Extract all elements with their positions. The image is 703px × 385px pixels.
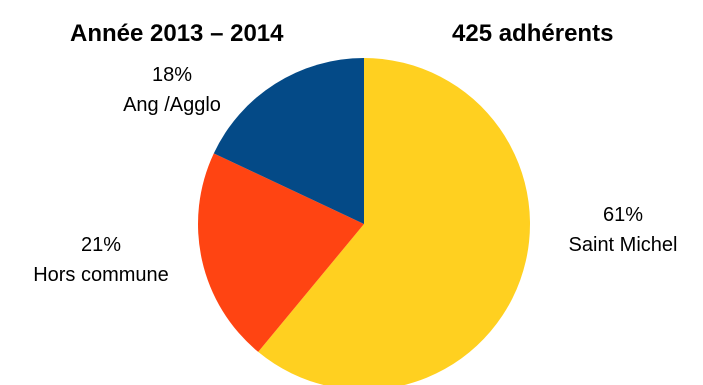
- slice-percent-saint-michel: 61%: [602, 204, 644, 226]
- slice-percent-hors-commune: 21%: [80, 234, 122, 256]
- slice-name-saint-michel: Saint Michel: [568, 234, 678, 256]
- chart-title: Année 2013 – 2014: [70, 20, 284, 47]
- pie-slice-saint-michel: [258, 58, 530, 385]
- slice-name-ang-agglo: Ang /Agglo: [123, 94, 221, 116]
- slice-label-ang-agglo: 18% Ang /Agglo: [82, 60, 262, 120]
- slice-percent-ang-agglo: 18%: [151, 64, 193, 86]
- pie-slice-ang-agglo: [213, 58, 364, 224]
- slice-label-saint-michel: 61% Saint Michel: [548, 200, 698, 260]
- chart-subtitle: 425 adhérents: [452, 20, 614, 47]
- pie-slice-hors-commune: [197, 153, 364, 352]
- slice-label-hors-commune: 21% Hors commune: [0, 230, 202, 290]
- slice-name-hors-commune: Hors commune: [33, 264, 169, 286]
